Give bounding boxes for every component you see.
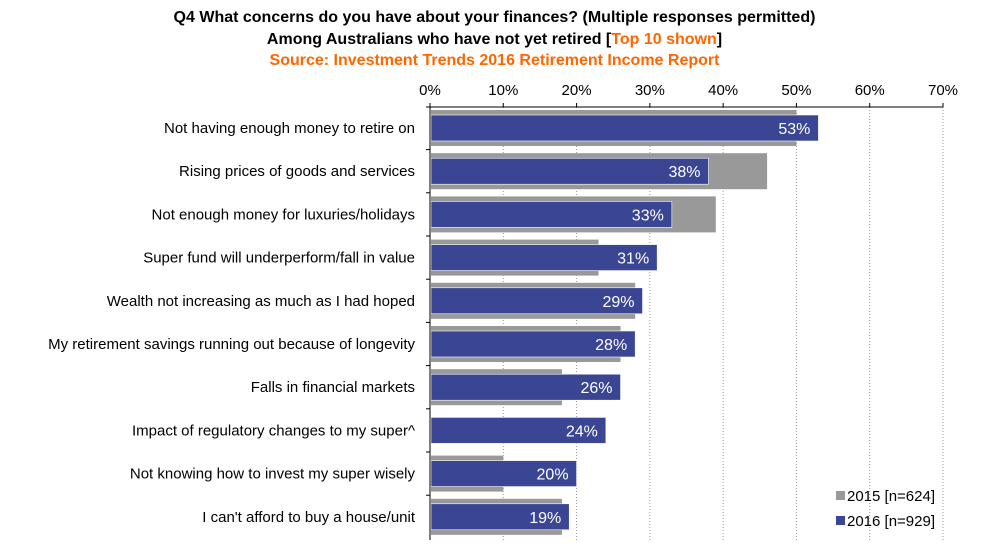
bar-2016 <box>430 330 636 358</box>
chart-subtitle: Among Australians who have not yet retir… <box>0 30 989 49</box>
bar-2016 <box>430 114 819 142</box>
data-label: 28% <box>595 337 627 354</box>
category-label: Super fund will underperform/fall in val… <box>143 250 415 267</box>
bar-2016 <box>430 244 658 271</box>
data-label: 20% <box>537 467 569 484</box>
chart-title: Q4 What concerns do you have about your … <box>173 9 816 26</box>
data-label: 38% <box>668 164 700 181</box>
category-label: Not having enough money to retire on <box>164 120 415 137</box>
category-label: Impact of regulatory changes to my super… <box>132 422 415 439</box>
data-label: 24% <box>566 423 598 440</box>
subtitle-highlight: Top 10 shown <box>611 31 717 48</box>
subtitle-suffix: ] <box>716 31 723 48</box>
data-label: 53% <box>778 121 810 138</box>
subtitle-prefix: Among Australians who have not yet retir… <box>266 31 612 48</box>
x-tick-label: 70% <box>928 82 958 99</box>
legend-label: 2015 [n=624] <box>847 488 935 505</box>
data-label: 31% <box>617 251 649 268</box>
legend-swatch <box>836 491 845 500</box>
x-tick-label: 10% <box>488 82 518 99</box>
category-label: Not knowing how to invest my super wisel… <box>130 466 416 483</box>
category-label: Rising prices of goods and services <box>179 163 415 180</box>
category-label: Not enough money for luxuries/holidays <box>152 206 415 223</box>
x-tick-label: 60% <box>855 82 885 99</box>
data-label: 26% <box>581 380 613 397</box>
data-label: 19% <box>529 510 561 527</box>
bar-2016 <box>430 417 607 444</box>
bar-2016 <box>430 157 709 185</box>
x-tick-label: 40% <box>708 82 738 99</box>
bar-2016 <box>430 373 621 401</box>
bar-2016 <box>430 503 570 531</box>
x-tick-label: 50% <box>781 82 811 99</box>
bar-2016 <box>430 201 673 228</box>
x-tick-label: 20% <box>562 82 592 99</box>
chart-source: Source: Investment Trends 2016 Retiremen… <box>269 52 720 69</box>
bar-2016 <box>430 460 577 487</box>
data-label: 29% <box>602 294 634 311</box>
category-label: Wealth not increasing as much as I had h… <box>107 293 415 310</box>
legend-label: 2016 [n=929] <box>847 513 935 530</box>
category-label: I can't afford to buy a house/unit <box>202 509 416 526</box>
bar-2016 <box>430 287 643 315</box>
data-label: 33% <box>632 207 664 224</box>
x-tick-label: 0% <box>419 82 441 99</box>
category-label: Falls in financial markets <box>251 379 415 396</box>
category-label: My retirement savings running out becaus… <box>48 336 415 353</box>
legend-swatch <box>836 516 845 525</box>
x-tick-label: 30% <box>635 82 665 99</box>
